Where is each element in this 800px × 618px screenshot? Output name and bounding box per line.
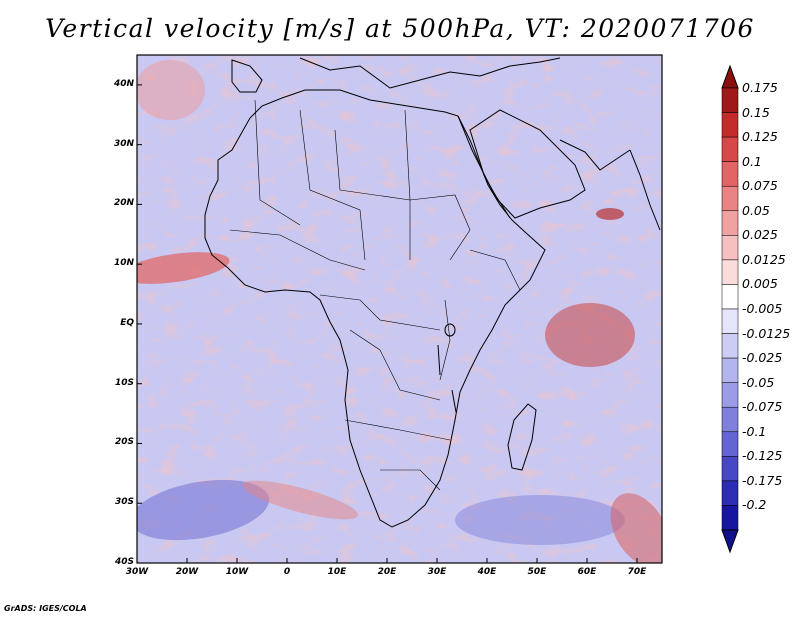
colorbar-swatch (721, 284, 739, 310)
colorbar-swatch (721, 456, 739, 482)
plot-frame (136, 54, 663, 564)
colorbar (721, 64, 739, 554)
lat-label: 10N (113, 258, 134, 269)
colorbar-swatch (721, 112, 739, 138)
red-spot-arabian-sea (596, 208, 624, 220)
lakes (437, 323, 457, 413)
lat-label: 40N (113, 78, 134, 89)
red-region-indian-ocean (545, 303, 635, 367)
red-streak-southeast (610, 493, 662, 563)
colorbar-swatch (721, 210, 739, 236)
lon-label: 50E (527, 567, 547, 577)
colorbar-label: -0.025 (742, 350, 783, 366)
lat-label: 30N (113, 138, 134, 149)
colorbar-swatch (721, 161, 739, 187)
blue-region-south-indian (455, 495, 625, 545)
lon-label: 70E (627, 567, 647, 577)
colorbar-swatch (721, 357, 739, 383)
lon-label: 20E (377, 567, 397, 577)
red-sea-line (457, 115, 511, 219)
colorbar-label: 0.0125 (742, 251, 786, 267)
colorbar-swatch (721, 259, 739, 285)
lat-label: 20N (113, 198, 134, 209)
colorbar-label: -0.1 (742, 423, 767, 439)
persian-gulf (559, 139, 631, 171)
colorbar-swatch (721, 235, 739, 261)
madagascar (507, 403, 537, 471)
colorbar-label: -0.0125 (742, 325, 791, 341)
lon-label: 20W (175, 567, 199, 577)
colorbar-label: 0.005 (742, 276, 778, 292)
lat-label: EQ (120, 317, 134, 328)
colorbar-label: 0.175 (742, 80, 778, 95)
colorbar-swatch (721, 185, 739, 212)
lat-label: 30S (114, 497, 134, 508)
colorbar-swatch (721, 505, 739, 531)
lon-label: 10W (225, 567, 249, 577)
iberia-coast (231, 59, 263, 93)
colorbar-label: -0.125 (742, 448, 783, 464)
colorbar-label: -0.005 (742, 301, 783, 316)
red-streak-south (241, 480, 359, 520)
colorbar-label: 0.125 (742, 129, 778, 145)
colorbar-label: 0.15 (742, 104, 770, 120)
colorbar-swatch (721, 87, 739, 113)
colorbar-label: -0.175 (742, 472, 783, 488)
colorbar-swatch (721, 136, 739, 162)
country-borders (229, 99, 521, 491)
colorbar-swatch (721, 431, 739, 457)
africa-coastline (204, 89, 546, 528)
red-band-west-africa (137, 252, 230, 284)
lon-label: 30E (427, 567, 447, 577)
colorbar-swatch (721, 308, 739, 334)
colorbar-swatch (721, 333, 739, 359)
lon-label: 40E (477, 567, 497, 577)
colorbar-label: -0.075 (742, 399, 783, 415)
colorbar-top-arrow (721, 64, 739, 89)
field-layer (137, 55, 662, 563)
blue-region-south-atlantic (137, 479, 270, 541)
colorbar-label: -0.05 (742, 374, 775, 390)
lon-label: 10E (327, 567, 347, 577)
lat-label: 10S (114, 377, 134, 388)
lon-label: 0 (283, 567, 291, 577)
colorbar-label: -0.2 (742, 497, 767, 513)
colorbar-label: 0.075 (742, 178, 778, 194)
lat-label: 20S (114, 437, 134, 448)
lon-label: 60E (577, 567, 597, 577)
lon-ticks (136, 558, 638, 563)
red-patch-atlantic-north (137, 60, 205, 120)
credit-text: GrADS: IGES/COLA (4, 604, 87, 613)
colorbar-label: 0.025 (742, 227, 778, 243)
mediterranean-north (299, 57, 561, 89)
lat-ticks (137, 84, 142, 564)
lat-label: 40S (114, 557, 134, 567)
india-west-coast (629, 149, 661, 231)
colorbar-bottom-arrow (721, 529, 739, 554)
colorbar-swatch (721, 480, 739, 506)
chart-title: Vertical velocity [m/s] at 500hPa, VT: 2… (45, 14, 755, 43)
colorbar-swatch (721, 406, 739, 433)
colorbar-label: 0.05 (742, 202, 770, 218)
colorbar-label: 0.1 (742, 153, 762, 169)
lon-label: 30W (125, 567, 149, 577)
colorbar-swatch (721, 382, 739, 408)
coastlines (204, 57, 661, 528)
